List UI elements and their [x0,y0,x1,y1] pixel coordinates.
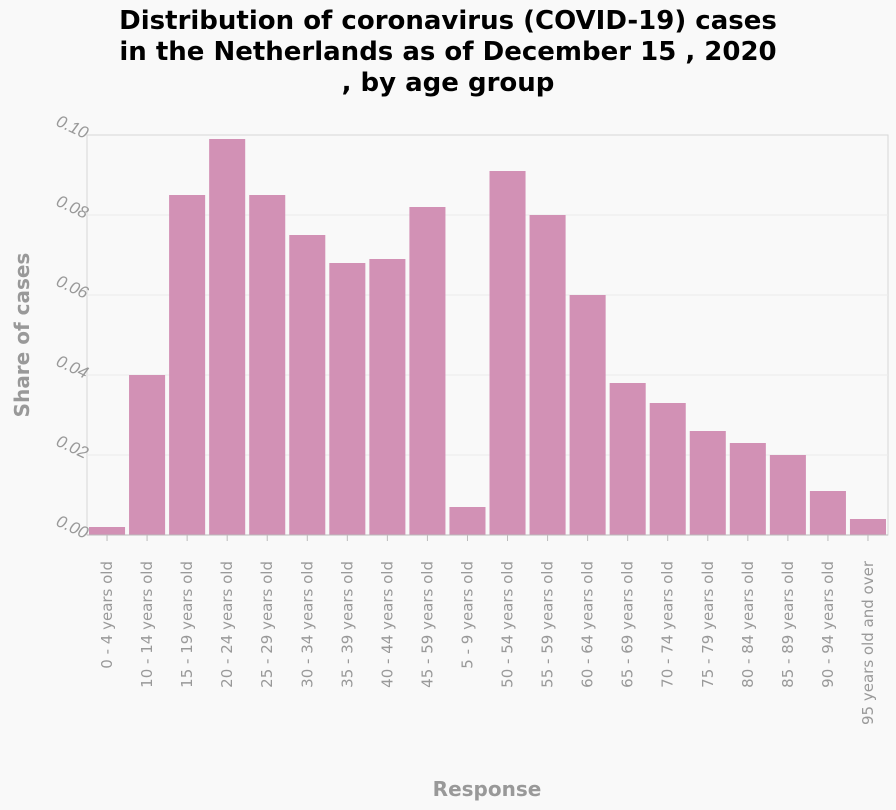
bar [129,375,166,535]
bar [329,263,366,535]
bar [489,171,526,535]
x-tick-label: 35 - 39 years old [338,561,356,688]
bar [89,527,126,535]
x-tick-label: 85 - 89 years old [779,561,797,688]
x-tick-label: 95 years old and over [859,560,877,725]
bar [809,491,846,535]
x-tick-label: 25 - 29 years old [258,561,276,688]
x-tick-label: 5 - 9 years old [458,561,476,669]
y-tick-label: 0.02 [53,431,92,462]
y-tick-label: 0.10 [53,111,92,142]
x-tick-label: 75 - 79 years old [699,561,717,688]
bar [449,507,486,535]
x-tick-label: 30 - 34 years old [298,561,316,688]
y-tick-label: 0.04 [53,351,91,382]
bar [609,383,646,535]
bar [409,207,446,535]
bar [769,455,806,535]
bar [169,195,206,535]
bar [209,139,246,535]
bar [369,259,406,535]
bar [529,215,566,535]
y-tick-label: 0.06 [53,271,92,302]
x-tick-label: 0 - 4 years old [98,561,116,669]
y-axis-ticks: 0.00 0.02 0.04 0.06 0.08 0.10 [53,111,92,542]
y-axis-title: Share of cases [10,253,34,418]
x-tick-label: 60 - 64 years old [579,561,597,688]
bar [729,443,766,535]
x-tick-label: 50 - 54 years old [499,561,517,688]
grid-lines [87,214,888,456]
x-axis-ticks: 0 - 4 years old 10 - 14 years old 15 - 19 … [98,535,877,725]
x-axis-title: Response [433,777,542,801]
x-tick-label: 65 - 69 years old [619,561,637,688]
bar [849,519,886,535]
bars [89,139,886,535]
bar [249,195,286,535]
chart-title: Distribution of coronavirus (COVID-19) c… [119,6,777,98]
bar [649,403,686,535]
x-tick-label: 10 - 14 years old [138,561,156,688]
x-tick-label: 45 - 59 years old [418,561,436,688]
x-tick-label: 70 - 74 years old [659,561,677,688]
bar [569,295,606,535]
y-tick-label: 0.08 [53,191,92,222]
x-tick-label: 80 - 84 years old [739,561,757,688]
plot-area [86,134,889,536]
x-tick-label: 55 - 59 years old [539,561,557,688]
bar [689,431,726,535]
x-tick-label: 20 - 24 years old [218,561,236,688]
y-tick-label: 0.00 [53,511,92,542]
x-tick-label: 40 - 44 years old [378,561,396,688]
x-tick-label: 90 - 94 years old [819,561,837,688]
x-tick-label: 15 - 19 years old [178,561,196,688]
bar [289,235,326,535]
